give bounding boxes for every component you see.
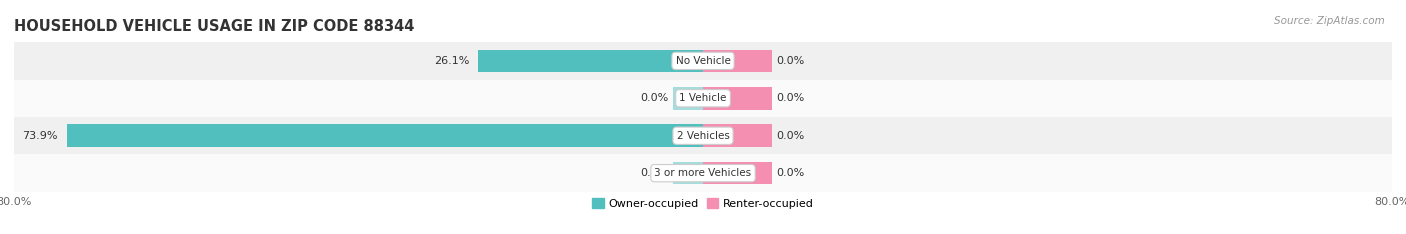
Text: 0.0%: 0.0% [776,131,804,141]
Bar [478,50,703,72]
Bar [703,87,772,110]
Text: 3 or more Vehicles: 3 or more Vehicles [654,168,752,178]
Bar [673,162,703,184]
Bar [703,124,772,147]
Bar [14,154,1392,192]
Bar [66,124,703,147]
Text: HOUSEHOLD VEHICLE USAGE IN ZIP CODE 88344: HOUSEHOLD VEHICLE USAGE IN ZIP CODE 8834… [14,19,415,34]
Bar [703,162,772,184]
Text: No Vehicle: No Vehicle [675,56,731,66]
Legend: Owner-occupied, Renter-occupied: Owner-occupied, Renter-occupied [588,194,818,213]
Bar [673,87,703,110]
Text: 0.0%: 0.0% [640,93,669,103]
Text: 73.9%: 73.9% [22,131,58,141]
Bar [703,50,772,72]
Bar [14,42,1392,80]
Text: 0.0%: 0.0% [776,56,804,66]
Text: 0.0%: 0.0% [776,168,804,178]
Text: 0.0%: 0.0% [640,168,669,178]
Text: 0.0%: 0.0% [776,93,804,103]
Text: 26.1%: 26.1% [434,56,470,66]
Text: 1 Vehicle: 1 Vehicle [679,93,727,103]
Bar [14,80,1392,117]
Bar [14,117,1392,154]
Text: 2 Vehicles: 2 Vehicles [676,131,730,141]
Text: Source: ZipAtlas.com: Source: ZipAtlas.com [1274,16,1385,26]
